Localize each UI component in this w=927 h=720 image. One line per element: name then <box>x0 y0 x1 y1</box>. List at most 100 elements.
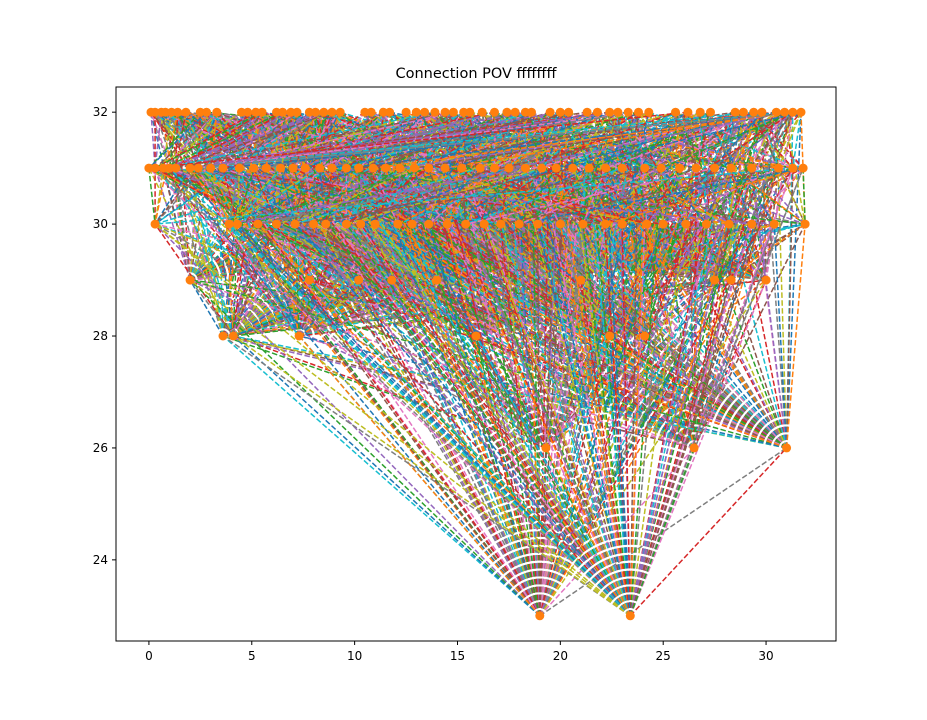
connection-edge <box>222 167 631 617</box>
node-point <box>555 107 565 117</box>
node-point <box>533 219 543 229</box>
node-point <box>395 163 405 173</box>
connection-edge <box>154 111 242 169</box>
connection-edge <box>792 112 802 169</box>
connection-edge <box>150 112 156 169</box>
connection-edge <box>255 111 315 225</box>
connection-edge <box>621 224 632 616</box>
connection-edge <box>539 112 650 616</box>
node-point <box>555 219 565 229</box>
connection-edge <box>685 223 788 449</box>
node-point <box>341 219 351 229</box>
connection-edge <box>637 111 708 225</box>
connection-edge <box>537 223 695 449</box>
node-point <box>294 331 304 341</box>
connection-edge <box>555 167 584 225</box>
connection-edge <box>627 112 648 225</box>
y-tick-label: 30 <box>93 217 108 231</box>
node-point <box>800 219 810 229</box>
connection-edge <box>685 111 736 225</box>
connection-edge <box>397 167 543 225</box>
connection-edge <box>189 167 631 617</box>
connection-edge <box>699 112 708 225</box>
connection-edge <box>313 167 401 225</box>
connection-edge <box>372 167 399 225</box>
connection-edge <box>399 167 413 225</box>
connection-edge <box>357 168 362 225</box>
x-tick-label: 0 <box>145 649 153 663</box>
connection-edge <box>580 279 632 616</box>
connection-edge <box>294 167 481 225</box>
connection-edge <box>253 167 278 225</box>
connection-edge <box>358 279 631 617</box>
connection-edge <box>483 167 510 225</box>
connection-edge <box>162 167 300 337</box>
connection-edge <box>228 167 241 225</box>
connection-edge <box>539 168 574 616</box>
connection-edge <box>238 112 243 169</box>
node-point <box>605 331 615 341</box>
connection-edge <box>296 111 631 617</box>
node-point <box>640 163 650 173</box>
connection-edge <box>734 111 794 169</box>
node-point <box>251 107 261 117</box>
node-point <box>366 107 376 117</box>
x-tick-label: 10 <box>347 649 362 663</box>
connection-edge <box>174 168 191 281</box>
connection-edge <box>539 167 646 616</box>
connection-edge <box>238 111 325 169</box>
connection-edge <box>506 111 574 169</box>
connection-edge <box>773 224 788 448</box>
connection-edge <box>319 167 376 225</box>
node-point <box>568 163 578 173</box>
connection-edge <box>765 112 778 281</box>
node-point <box>658 219 668 229</box>
connection-edge <box>693 279 767 449</box>
connection-edge <box>150 111 547 449</box>
connection-edge <box>644 167 687 225</box>
connection-edge <box>358 167 611 337</box>
connection-edge <box>222 167 541 617</box>
connection-edge <box>608 335 632 616</box>
node-point <box>738 107 748 117</box>
connection-edge <box>699 111 775 225</box>
node-point <box>224 219 234 229</box>
node-point <box>623 107 633 117</box>
connection-edge <box>209 167 235 337</box>
node-point <box>582 107 592 117</box>
connection-edge <box>415 111 646 337</box>
connection-edge <box>233 335 787 449</box>
connection-edge <box>210 111 454 169</box>
connection-edge <box>539 168 590 616</box>
connection-edge <box>190 167 752 225</box>
node-point <box>448 107 458 117</box>
connection-edge <box>549 112 632 616</box>
node-point <box>232 219 242 229</box>
node-point <box>292 107 302 117</box>
connection-edge <box>539 335 646 617</box>
node-point <box>440 163 450 173</box>
node-point <box>243 107 253 117</box>
connection-edge <box>588 168 632 616</box>
connection-edge <box>374 112 385 225</box>
node-point <box>605 107 615 117</box>
connection-edge <box>750 111 786 225</box>
connection-edge <box>374 223 787 449</box>
connection-edge <box>705 111 763 225</box>
connection-edge <box>313 167 573 225</box>
connection-edge <box>325 168 333 225</box>
connection-edge <box>373 111 793 169</box>
connection-edge <box>705 112 736 225</box>
node-point <box>304 275 314 285</box>
connection-edge <box>236 167 255 225</box>
connection-edge <box>189 111 532 169</box>
connection-edge <box>629 112 755 616</box>
connection-edge <box>148 167 631 617</box>
connection-edge <box>536 223 632 616</box>
connection-edge <box>629 279 767 617</box>
connection-edge <box>436 279 787 449</box>
node-point <box>288 163 298 173</box>
connection-edge <box>154 167 199 225</box>
node-point <box>773 163 783 173</box>
